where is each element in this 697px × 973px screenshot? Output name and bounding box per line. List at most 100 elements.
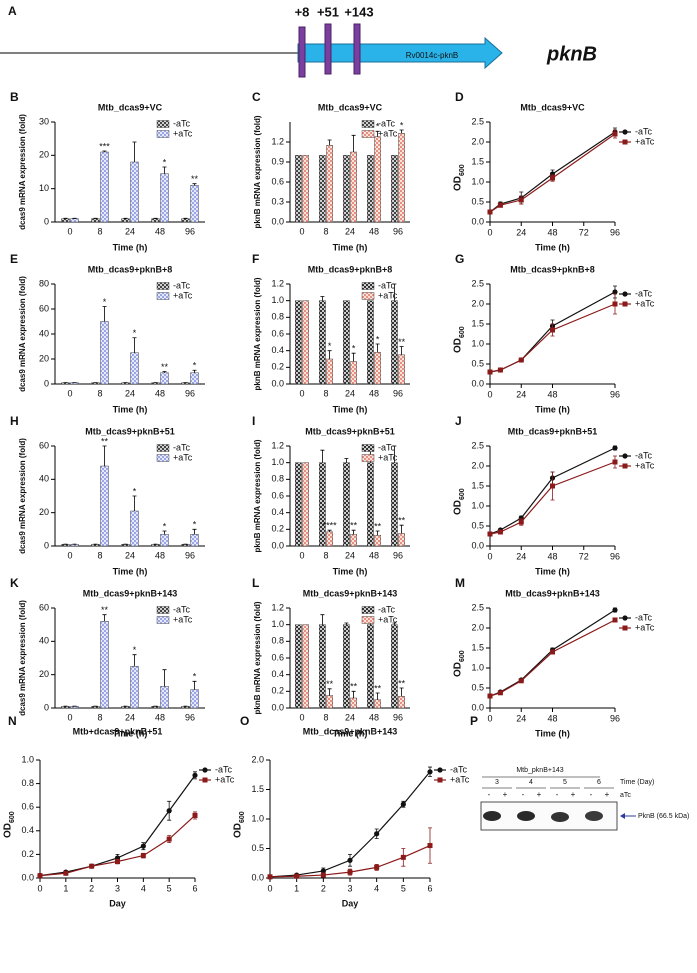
y-tick-label: 60 [39, 602, 49, 612]
site-label: +51 [317, 4, 339, 19]
blot-band [585, 811, 603, 821]
error-bar [344, 458, 349, 463]
legend-label: -aTc [378, 442, 396, 452]
y-tick-label: 1.5 [251, 784, 264, 794]
panel-letter: I [252, 414, 255, 428]
bar [367, 624, 374, 709]
error-bar [375, 692, 380, 700]
y-tick-label: 40 [39, 328, 49, 338]
y-label: pknB mRNA expression (fold) [253, 115, 262, 228]
bar [160, 372, 169, 385]
legend-swatch [361, 444, 375, 452]
marker [497, 367, 503, 373]
panel-letter: J [455, 414, 462, 428]
site-bar [298, 26, 306, 78]
x-tick-label: 96 [185, 550, 195, 560]
bar [343, 300, 350, 385]
error-bar [192, 528, 197, 535]
legend-swatch [156, 454, 170, 462]
y-label-sub: 600 [459, 650, 466, 662]
error-bar [192, 369, 197, 373]
panel-p: P Mtb_pknB+143 3 4 5 6 Time (Day) - + - … [470, 714, 689, 831]
chart: C Mtb_dcas9+VC 0.0 0.3 0.6 0.9 1.2 pknB mRNA ex… [252, 90, 410, 252]
x-label: Time (h) [113, 242, 148, 252]
y-tick-label: 2.0 [471, 298, 484, 308]
error-bar [344, 622, 349, 625]
marker [487, 369, 493, 375]
x-tick-label: 24 [516, 227, 526, 237]
error-bar [351, 690, 356, 698]
error-bar [162, 669, 167, 687]
marker [63, 870, 69, 876]
marker [622, 625, 628, 631]
y-label-text: dcas9 mRNA expression (fold) [18, 600, 27, 716]
x-tick-label: 24 [516, 551, 526, 561]
line [39, 815, 196, 877]
sign: - [590, 790, 593, 799]
bar [398, 533, 405, 547]
y-tick-label: 0.6 [271, 328, 284, 338]
bar [374, 534, 381, 547]
x-tick-label: 0 [299, 550, 304, 560]
y-tick-label: 0.8 [271, 312, 284, 322]
chart: NMtb+dcas9+pknB+510.00.20.40.60.81.0OD60… [3, 714, 235, 908]
y-tick-label: 0.5 [471, 682, 484, 692]
panel-letter: A [8, 4, 17, 18]
x-tick-label: 72 [579, 551, 589, 561]
y-tick-label: 0.4 [271, 507, 284, 517]
chart: M Mtb_dcas9+pknB+143 0.0 0.5 1.0 1.5 2.0 2.5 OD6… [453, 576, 655, 738]
x-tick-label: 24 [125, 388, 135, 398]
marker [550, 649, 555, 655]
x-tick-label: 48 [547, 227, 557, 237]
y-tick-label: 20 [39, 669, 49, 679]
y-tick-label: 60 [39, 440, 49, 450]
x-tick-label: 1 [63, 883, 68, 893]
y-tick-label: 0.3 [271, 196, 284, 206]
chart: K Mtb_dcas9+pknB+143 0 20 40 60 dcas9 mRNA exp… [10, 576, 205, 738]
y-label-text: dcas9 mRNA expression (fold) [18, 114, 27, 230]
legend-label: -aTc [173, 280, 191, 290]
line [489, 303, 616, 373]
site-label: +143 [344, 4, 373, 19]
legend-swatch [361, 606, 375, 614]
atc-label: aTc [620, 792, 631, 799]
y-tick-label: 10 [39, 183, 49, 193]
bar [190, 689, 199, 709]
significance: * [103, 297, 107, 307]
marker [612, 289, 618, 295]
y-tick-label: 1.2 [271, 602, 284, 612]
error-bar [399, 346, 404, 355]
legend-swatch [361, 616, 375, 624]
y-label-sub: 600 [239, 811, 246, 823]
marker [202, 767, 208, 773]
marker [622, 301, 628, 307]
y-label: pknB mRNA expression (fold) [253, 277, 262, 390]
arrow-head [620, 813, 625, 819]
y-tick-label: 1.2 [271, 136, 284, 146]
marker [140, 853, 146, 859]
legend-label: +aTc [378, 128, 398, 138]
site-label: +8 [295, 4, 310, 19]
x-tick-label: 5 [401, 883, 406, 893]
bar [160, 686, 169, 709]
error-bar [162, 371, 167, 373]
site-bar [324, 23, 332, 75]
legend-label: +aTc [635, 136, 655, 146]
marker [518, 197, 524, 203]
x-tick-label: 8 [323, 226, 328, 236]
y-tick-label: 0.6 [21, 802, 34, 812]
sign: + [503, 790, 508, 799]
panel-a: A +8 +51 +143 Rv0014c-pknB pknB [0, 4, 597, 78]
bar [130, 510, 139, 547]
marker [622, 615, 628, 621]
x-tick-label: 24 [125, 226, 135, 236]
x-label: Time (h) [333, 242, 368, 252]
panel-letter: E [10, 252, 18, 266]
x-tick-label: 24 [345, 226, 355, 236]
y-tick-label: 0.6 [271, 176, 284, 186]
y-label-text: pknB mRNA expression (fold) [253, 277, 262, 390]
bar [91, 218, 100, 223]
